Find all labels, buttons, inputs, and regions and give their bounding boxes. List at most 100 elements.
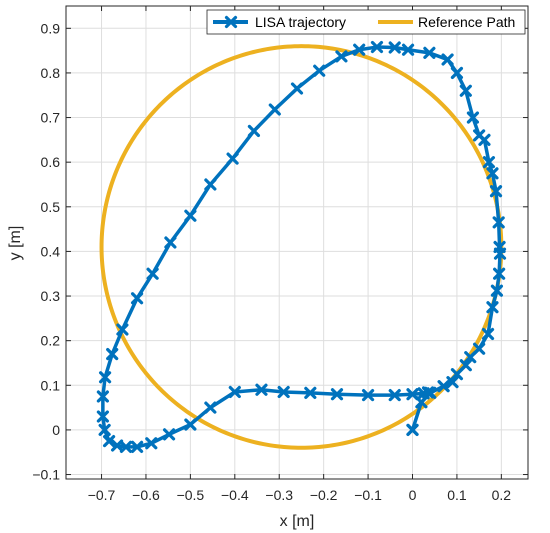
lisa-trajectory-point [228, 385, 241, 399]
x-tick-label: −0.6 [132, 487, 160, 503]
lisa-trajectory-point [421, 386, 435, 399]
lisa-trajectory-point [464, 351, 477, 364]
marker-stroke [486, 301, 499, 314]
y-axis-ticks: −0.1 0 0.1 0.2 0.3 0.4 0.5 0.6 0.7 0.8 0.9 [32, 20, 528, 483]
lisa-trajectory-point [145, 437, 158, 450]
marker-stroke [441, 53, 454, 66]
legend-marker-lisa [224, 15, 238, 29]
x-tick-label: −0.7 [88, 487, 116, 503]
marker-stroke [98, 423, 111, 437]
marker-stroke [96, 390, 109, 403]
y-tick-label: 0.5 [41, 199, 61, 215]
x-tick-label: 0 [409, 487, 417, 503]
marker-stroke [473, 342, 486, 355]
marker-stroke [421, 386, 435, 399]
plot-area [66, 6, 528, 479]
marker-stroke [388, 41, 401, 54]
lisa-trajectory-point [370, 40, 384, 54]
marker-stroke [415, 396, 428, 409]
lisa-trajectory-point [268, 103, 281, 116]
reference-path-line [99, 44, 504, 450]
marker-stroke [489, 185, 503, 198]
legend-label-reference: Reference Path [418, 14, 515, 30]
lisa-trajectory-point [204, 401, 217, 414]
marker-stroke [466, 111, 480, 124]
y-tick-label: 0 [52, 422, 60, 438]
reference-path-layer [99, 44, 504, 450]
y-tick-label: 0.6 [41, 154, 61, 170]
lisa-trajectory-point [255, 383, 268, 396]
marker-stroke [490, 284, 504, 297]
marker-stroke [459, 359, 472, 372]
y-axis-label: y [m] [7, 226, 24, 261]
lisa-trajectory-point [486, 301, 499, 314]
marker-stroke [146, 267, 159, 280]
marker-stroke [304, 386, 317, 399]
lisa-trajectory-point [116, 323, 129, 336]
marker-stroke [268, 103, 281, 116]
marker-stroke [450, 66, 464, 80]
x-tick-label: −0.5 [177, 487, 205, 503]
marker-stroke [464, 351, 477, 364]
marker-stroke [184, 418, 197, 431]
lisa-trajectory-point [106, 347, 119, 361]
marker-stroke [226, 152, 239, 165]
x-axis-label: x [m] [280, 513, 315, 530]
marker-stroke [102, 434, 116, 448]
lisa-trajectory-point [184, 418, 197, 431]
y-tick-label: 0.8 [41, 65, 61, 81]
legend-label-lisa: LISA trajectory [255, 14, 346, 30]
marker-stroke [116, 323, 129, 336]
grid [66, 6, 528, 479]
marker-stroke [493, 267, 506, 280]
marker-stroke [459, 84, 472, 97]
lisa-trajectory-point [335, 50, 348, 63]
lisa-trajectory-point [486, 167, 499, 180]
lisa-trajectory-point [406, 423, 419, 437]
lisa-trajectory-point [164, 236, 177, 249]
x-tick-label: 0.2 [492, 487, 512, 503]
lisa-trajectory-point [459, 359, 472, 372]
lisa-trajectory-point [130, 292, 144, 305]
lisa-trajectory-point [401, 43, 415, 56]
marker-stroke [446, 376, 459, 389]
lisa-trajectory-point [290, 82, 304, 95]
y-tick-label: 0.3 [41, 288, 61, 304]
lisa-trajectory-point [466, 111, 480, 124]
lisa-trajectory-point [473, 342, 486, 355]
marker-stroke [130, 440, 144, 453]
marker-stroke [96, 410, 109, 423]
lisa-trajectory-point [493, 240, 506, 254]
marker-stroke [450, 368, 464, 381]
marker-stroke [162, 428, 176, 441]
marker-stroke [130, 292, 144, 305]
x-tick-label: −0.4 [221, 487, 249, 503]
lisa-trajectory-point [247, 124, 261, 138]
marker-stroke [290, 82, 304, 95]
y-tick-label: −0.1 [32, 467, 60, 483]
lisa-trajectory-point [492, 216, 505, 229]
marker-stroke [228, 385, 241, 399]
x-tick-label: −0.1 [354, 487, 382, 503]
lisa-trajectory-point [450, 66, 464, 80]
lisa-trajectory-point [162, 428, 176, 441]
lisa-trajectory-point [437, 380, 450, 393]
marker-stroke [482, 156, 496, 169]
lisa-trajectory-point [441, 53, 454, 66]
marker-stroke [481, 327, 495, 341]
lisa-trajectory-point [423, 46, 436, 59]
marker-stroke [255, 383, 268, 396]
lisa-trajectory-point [277, 385, 290, 399]
lisa-trajectory-point [489, 185, 503, 198]
lisa-trajectory-point [388, 41, 401, 54]
marker-stroke [361, 389, 375, 402]
lisa-trajectory-point [446, 376, 459, 389]
lisa-trajectory-point [493, 267, 506, 280]
marker-stroke [335, 50, 348, 63]
lisa-trajectory-point [353, 43, 366, 56]
lisa-trajectory-point [98, 371, 112, 384]
marker-stroke [437, 380, 450, 393]
lisa-trajectory-point [184, 209, 197, 222]
marker-stroke [423, 46, 436, 59]
lisa-trajectory-point [226, 152, 239, 165]
